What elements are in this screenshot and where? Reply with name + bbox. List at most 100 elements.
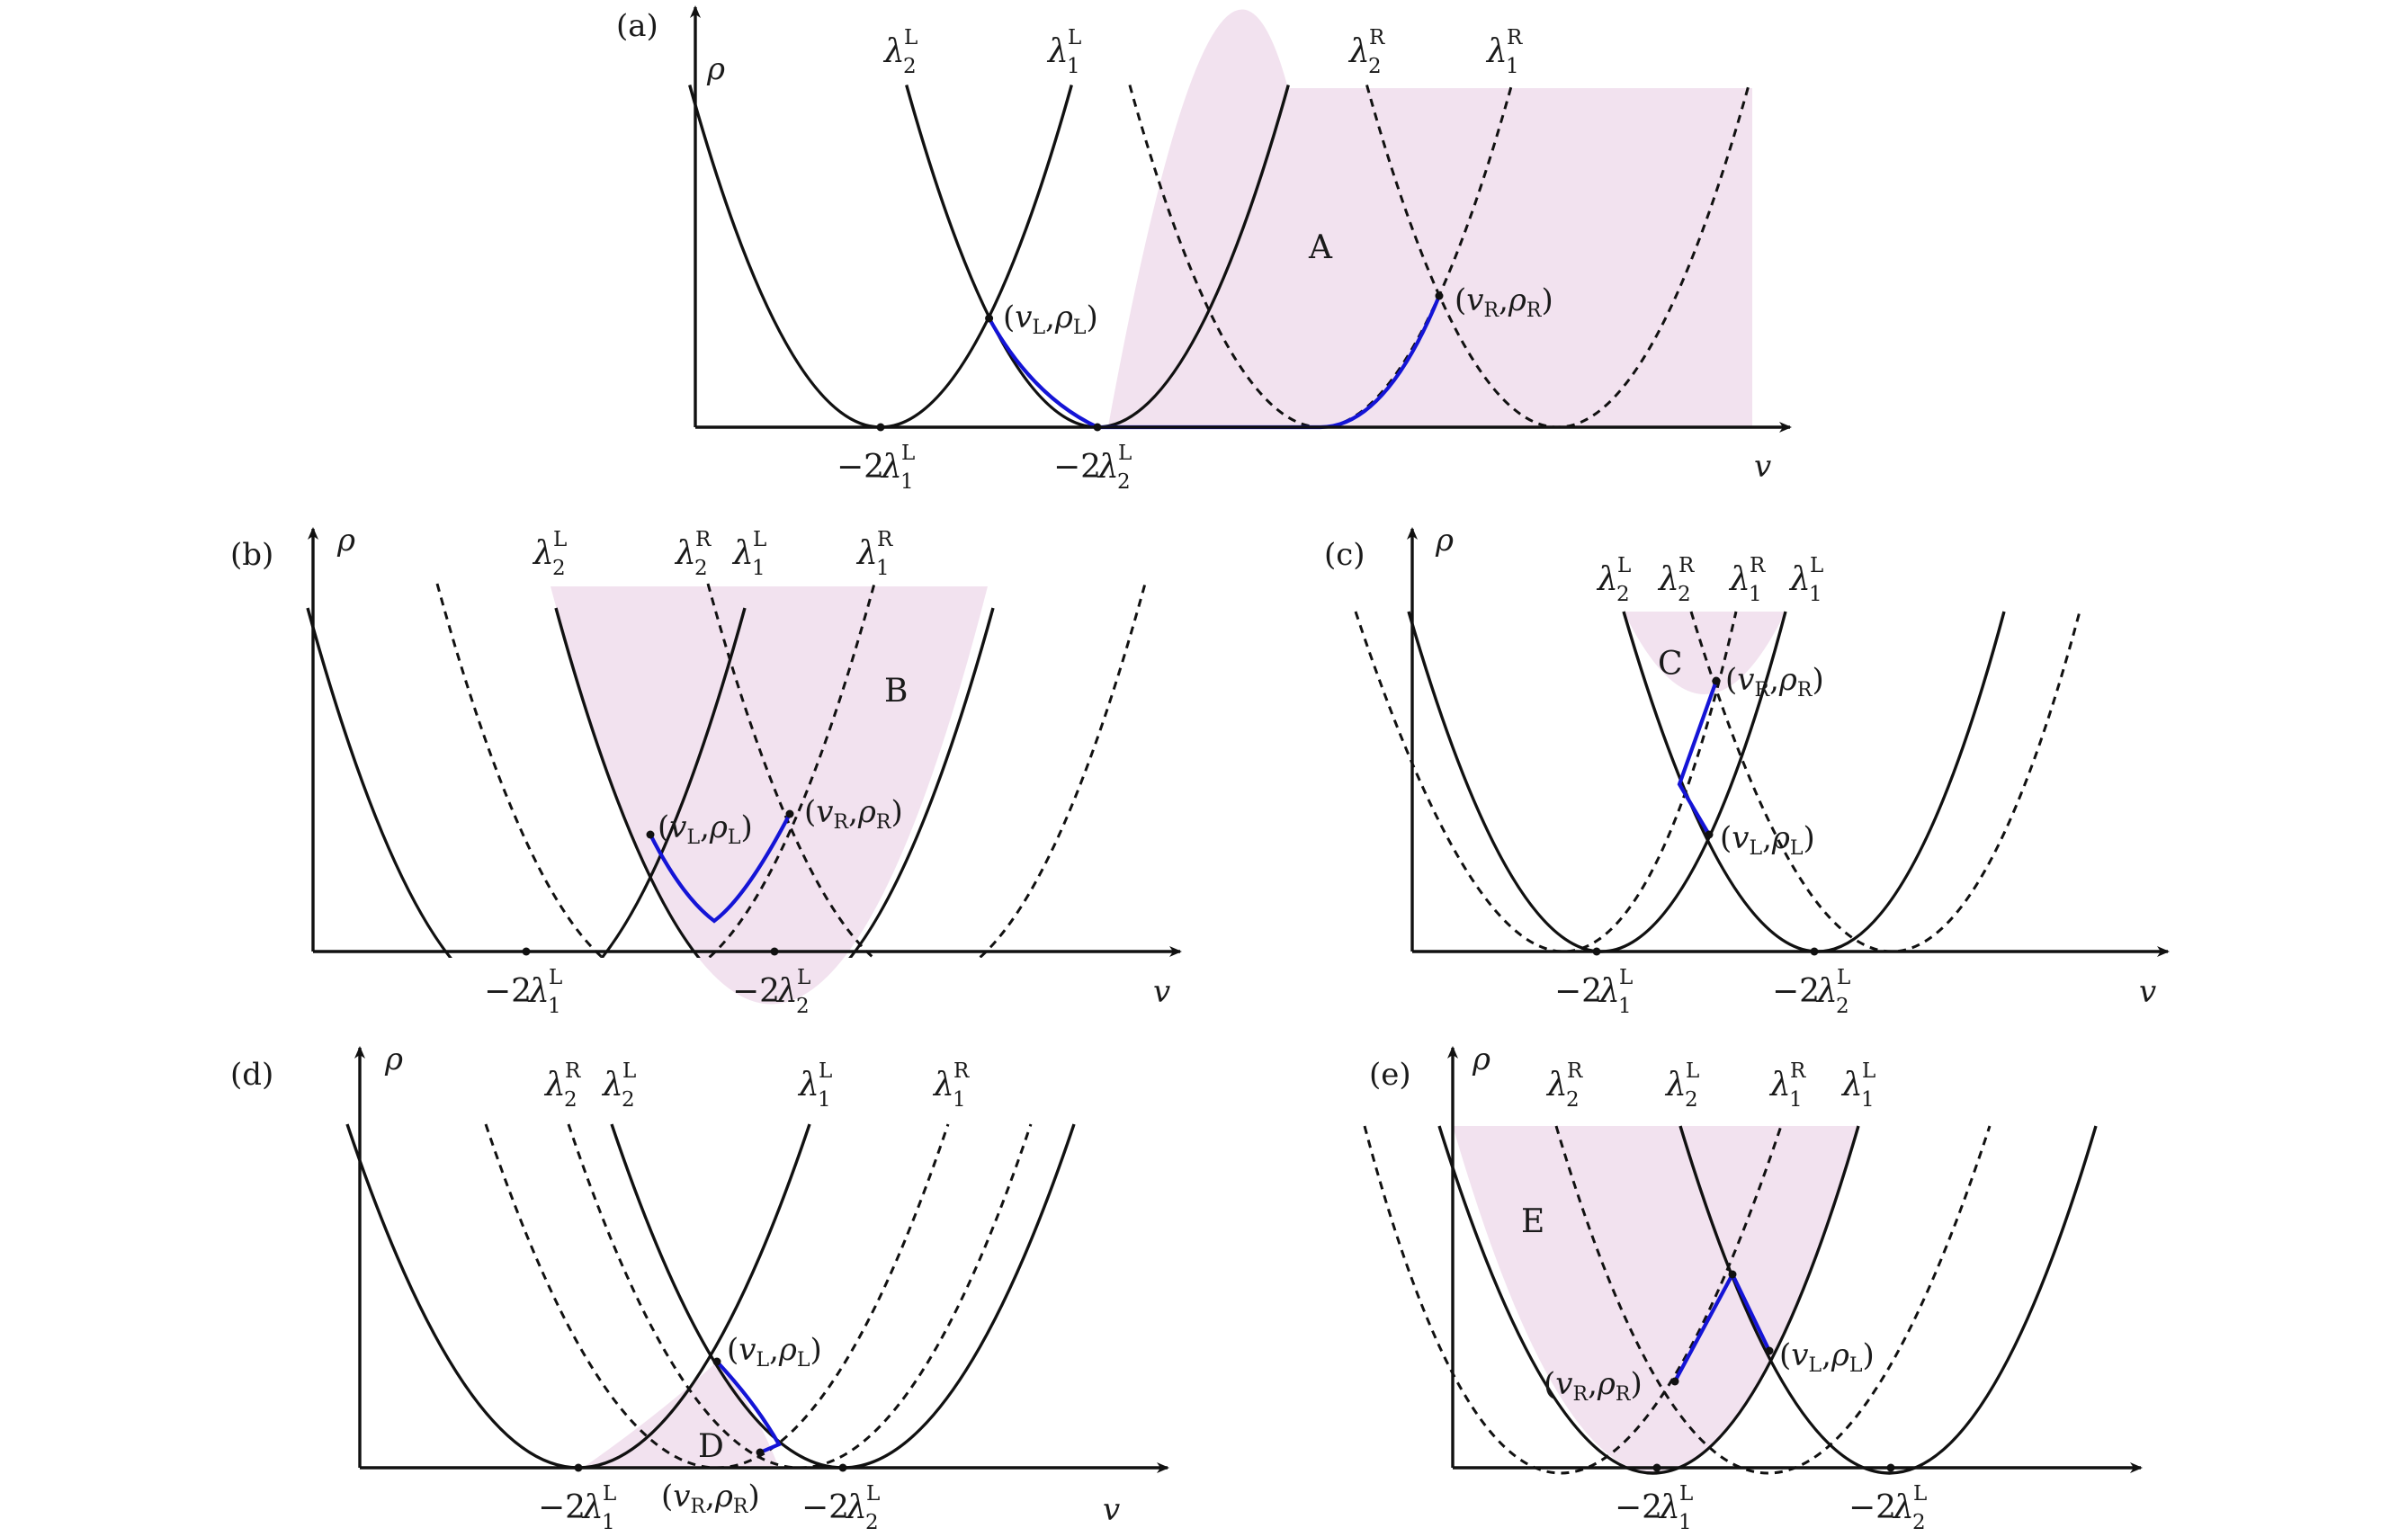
- intersection-dot: [756, 1448, 765, 1457]
- rho-axis-label-a: ρ: [706, 51, 725, 87]
- svg-text:λ: λ: [882, 33, 905, 70]
- curve-lambda1R: [567, 1123, 1033, 1470]
- svg-text:−2: −2: [801, 1489, 849, 1526]
- svg-text:λ: λ: [932, 1067, 954, 1104]
- svg-text:1: 1: [548, 995, 561, 1018]
- svg-text:L: L: [1118, 442, 1132, 465]
- svg-text:1: 1: [1678, 1511, 1692, 1534]
- svg-text:(vR,ρR): (vR,ρR): [661, 1479, 760, 1518]
- intersection-dot: [1592, 947, 1601, 956]
- curve-label: λ 2 L: [1596, 554, 1631, 606]
- svg-text:λ: λ: [543, 1067, 566, 1104]
- svg-text:L: L: [1686, 1059, 1699, 1083]
- region-e-fill: [1453, 1126, 1859, 1473]
- svg-text:R: R: [565, 1059, 581, 1083]
- intersection-dot: [838, 1463, 847, 1472]
- svg-text:1: 1: [1067, 55, 1080, 78]
- svg-text:2: 2: [622, 1088, 635, 1112]
- intersection-dot: [1810, 947, 1819, 956]
- svg-text:−2: −2: [538, 1489, 586, 1526]
- svg-text:1: 1: [1861, 1088, 1875, 1112]
- svg-text:λ: λ: [845, 1489, 867, 1526]
- solution-path-c: [1677, 680, 1718, 836]
- svg-text:−2: −2: [837, 449, 884, 486]
- v-axis-label-b: v: [1153, 974, 1170, 1010]
- point-label-vR-rhoR: (vR,ρR): [1725, 662, 1824, 701]
- curve-lambda2L: [554, 607, 995, 958]
- rho-axis-label-b: ρ: [336, 523, 355, 559]
- svg-text:λ: λ: [1788, 561, 1811, 598]
- svg-text:L: L: [904, 26, 918, 49]
- svg-text:λ: λ: [1815, 973, 1838, 1010]
- panel-b-label: (b): [230, 537, 273, 573]
- intersection-dot: [1093, 423, 1102, 432]
- svg-text:1: 1: [876, 557, 890, 580]
- point-label-vR-rhoR: (vR,ρR): [1544, 1366, 1643, 1406]
- svg-text:−2: −2: [1554, 973, 1602, 1010]
- curve-label: λ 2 L: [1664, 1059, 1699, 1112]
- svg-text:L: L: [1837, 966, 1850, 989]
- svg-text:λ: λ: [1658, 1489, 1680, 1526]
- svg-text:(vL,ρL): (vL,ρL): [1779, 1337, 1875, 1377]
- svg-text:λ: λ: [1664, 1067, 1687, 1104]
- svg-text:1: 1: [953, 1088, 966, 1112]
- svg-text:λ: λ: [1892, 1489, 1914, 1526]
- tick-label: −2 λ 1 L: [484, 966, 562, 1018]
- svg-text:1: 1: [900, 470, 914, 494]
- svg-text:λ: λ: [1545, 1067, 1568, 1104]
- svg-text:L: L: [1068, 26, 1081, 49]
- curve-lambda1R: [1554, 1125, 1992, 1475]
- svg-text:2: 2: [1368, 55, 1382, 78]
- svg-text:2: 2: [1616, 583, 1630, 606]
- panel-b: (b) v ρ B λ 2 L λ 2 R λ 1 L: [230, 523, 1182, 1018]
- svg-text:λ: λ: [1768, 1067, 1791, 1104]
- svg-text:λ: λ: [527, 973, 550, 1010]
- curve-label: λ 1 R: [932, 1059, 970, 1112]
- svg-text:R: R: [695, 528, 712, 551]
- svg-text:L: L: [753, 528, 766, 551]
- svg-text:λ: λ: [880, 449, 902, 486]
- svg-text:λ: λ: [1046, 33, 1069, 70]
- svg-text:2: 2: [1912, 1511, 1926, 1534]
- svg-text:1: 1: [1749, 583, 1762, 606]
- region-label-a: A: [1308, 229, 1333, 266]
- svg-text:λ: λ: [1485, 33, 1508, 70]
- svg-text:(vL,ρL): (vL,ρL): [1720, 820, 1815, 860]
- region-b-fill: [551, 586, 988, 1005]
- svg-text:L: L: [553, 528, 567, 551]
- svg-text:λ: λ: [1596, 561, 1618, 598]
- curve-label: λ 2 R: [1545, 1059, 1583, 1112]
- curve-lambda1L: [688, 85, 1073, 429]
- intersection-dot: [785, 809, 794, 818]
- curve-label: λ 2 L: [601, 1059, 636, 1112]
- point-label-vR-rhoR: (vR,ρR): [661, 1479, 760, 1518]
- svg-text:−2: −2: [1772, 973, 1820, 1010]
- curve-label: λ 2 L: [532, 528, 567, 580]
- solution-path-b: [649, 813, 792, 924]
- intersection-dot: [1670, 1377, 1679, 1386]
- svg-text:2: 2: [694, 557, 708, 580]
- svg-text:L: L: [549, 966, 562, 989]
- svg-text:λ: λ: [1840, 1067, 1863, 1104]
- point-label-vL-rhoL: (vL,ρL): [1779, 1337, 1875, 1377]
- intersection-dot: [1712, 676, 1721, 685]
- curve-label: λ 1 L: [731, 528, 766, 580]
- region-label-d: D: [698, 1428, 724, 1465]
- curve-label: λ 1 L: [1840, 1059, 1875, 1112]
- panel-c-label: (c): [1324, 537, 1365, 573]
- svg-text:λ: λ: [731, 535, 754, 572]
- svg-text:(vR,ρR): (vR,ρR): [804, 794, 903, 834]
- curve-label: λ 2 R: [543, 1059, 581, 1112]
- intersection-dot: [646, 830, 655, 839]
- svg-text:λ: λ: [532, 535, 554, 572]
- svg-text:(vR,ρR): (vR,ρR): [1725, 662, 1824, 701]
- curve-label: λ 1 L: [1046, 26, 1081, 78]
- tick-label: −2 λ 2 L: [1849, 1482, 1927, 1534]
- curve-label: λ 1 L: [1788, 554, 1823, 606]
- region-label-e: E: [1521, 1203, 1544, 1240]
- svg-text:−2: −2: [1053, 449, 1101, 486]
- point-label-vR-rhoR: (vR,ρR): [1455, 282, 1553, 322]
- intersection-dot: [1886, 1463, 1895, 1472]
- svg-text:1: 1: [752, 557, 765, 580]
- svg-text:−2: −2: [484, 973, 532, 1010]
